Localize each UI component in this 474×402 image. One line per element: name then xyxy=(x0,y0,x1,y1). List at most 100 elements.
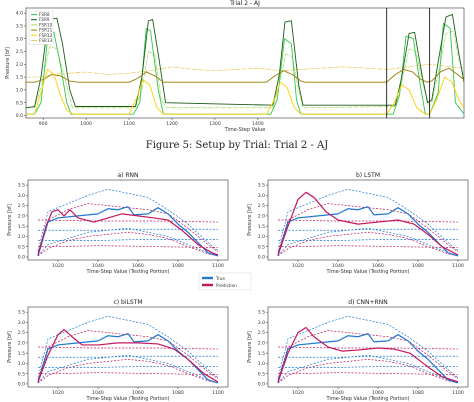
y-tick-label: 2.5 xyxy=(18,330,25,336)
x-tick-label: 1020 xyxy=(52,390,64,396)
x-tick-label: 1060 xyxy=(132,263,144,269)
x-axis-label: Time-Step Value (Testing Portion) xyxy=(326,269,410,275)
chart-title: d) CNN+RNN xyxy=(348,299,387,306)
legend-box xyxy=(28,10,54,45)
series-line-ensemble-3 xyxy=(37,354,219,384)
y-tick-label: 2.5 xyxy=(258,203,265,209)
plot-area xyxy=(277,188,459,257)
series-line-ensemble-9 xyxy=(278,372,459,376)
series-line-prediction xyxy=(37,328,219,383)
y-tick-label: 1.0 xyxy=(18,361,25,367)
series-line-ensemble-4 xyxy=(38,355,218,358)
y-tick-label: 1.0 xyxy=(18,234,25,240)
y-axis-label: Pressure [bf] xyxy=(7,204,13,236)
legend-label: FSR8 xyxy=(39,12,50,17)
y-tick-label: 0.5 xyxy=(18,244,25,250)
y-axis-label: Pressure [bf] xyxy=(5,47,11,79)
x-tick-label: 1040 xyxy=(332,390,344,396)
y-tick-label: 2.0 xyxy=(18,340,25,346)
plot-frame xyxy=(267,179,469,261)
series-line-ensemble-5 xyxy=(38,366,218,368)
y-tick-label: 1.5 xyxy=(258,351,265,357)
y-tick-label: 2.0 xyxy=(16,62,23,68)
y-tick-label: 0.5 xyxy=(18,371,25,377)
y-tick-label: 0.5 xyxy=(258,244,265,250)
plot-area xyxy=(277,315,459,384)
series-line-ensemble-9 xyxy=(38,372,219,376)
x-tick-label: 1040 xyxy=(92,263,104,269)
x-tick-label: 1400 xyxy=(252,121,264,127)
x-axis-label: Time-Step Value (Testing Portion) xyxy=(86,396,170,402)
y-tick-label: 0.0 xyxy=(258,382,265,388)
legend-label: FSR11 xyxy=(39,28,53,33)
y-tick-label: 2.0 xyxy=(258,340,265,346)
x-tick-label: 1060 xyxy=(372,263,384,269)
y-tick-label: 3.0 xyxy=(258,320,265,326)
y-tick-label: 1.5 xyxy=(18,224,25,230)
chart-panel-2: b) LSTM 0.0 0.5 1.0 1.5 2.0 2.5 3.0 3.5 1020 1040 1… xyxy=(247,172,469,275)
chart-title: c) biLSTM xyxy=(113,299,142,306)
x-tick-label: 1300 xyxy=(209,121,221,127)
plot-area xyxy=(26,13,464,115)
x-tick-label: 1080 xyxy=(412,390,424,396)
x-tick-label: 1200 xyxy=(166,121,178,127)
plot-frame xyxy=(25,7,465,119)
y-tick-label: 0.0 xyxy=(16,113,23,119)
series-line-fsr12 xyxy=(26,68,464,115)
series-line-ensemble-5 xyxy=(278,239,458,241)
series-line-ensemble-6 xyxy=(277,330,459,380)
x-tick-label: 1040 xyxy=(92,390,104,396)
x-tick-label: 1080 xyxy=(172,263,184,269)
y-tick-label: 0.0 xyxy=(18,382,25,388)
series-line-ensemble-7 xyxy=(277,358,459,384)
x-tick-label: 900 xyxy=(39,121,48,127)
y-tick-label: 3.5 xyxy=(258,183,265,189)
y-tick-label: 3.5 xyxy=(18,310,25,316)
legend-label: FSR9 xyxy=(39,17,50,22)
series-line-ensemble-9 xyxy=(38,245,219,249)
y-tick-label: 3.5 xyxy=(258,310,265,316)
series-line-ensemble-6 xyxy=(277,203,459,253)
x-axis-label: Time-Step Value xyxy=(224,127,266,133)
y-tick-label: 1.0 xyxy=(16,87,23,93)
series-line-ensemble-7 xyxy=(37,358,219,384)
plot-frame xyxy=(27,179,229,261)
chart-title: b) LSTM xyxy=(356,172,380,179)
shared-legend-label: True xyxy=(215,276,225,281)
legend-label: FSR10 xyxy=(39,22,53,27)
series-line-ensemble-4 xyxy=(278,355,458,358)
y-tick-label: 2.0 xyxy=(18,213,25,219)
y-tick-label: 2.5 xyxy=(18,203,25,209)
y-axis-label: Pressure [bf] xyxy=(247,204,253,236)
series-line-ensemble-4 xyxy=(38,228,218,231)
series-line-ensemble-5 xyxy=(278,366,458,368)
chart-title: a) RNN xyxy=(117,172,138,179)
x-tick-label: 1100 xyxy=(452,263,464,269)
series-line-ensemble-6 xyxy=(37,330,219,380)
series-line-ensemble-3 xyxy=(37,227,219,257)
chart-panel-3: c) biLSTM 0.0 0.5 1.0 1.5 2.0 2.5 3.0 3.5 1020 104… xyxy=(7,299,229,402)
y-tick-label: 0.0 xyxy=(18,255,25,261)
x-tick-label: 1020 xyxy=(292,263,304,269)
series-line-fsr10 xyxy=(26,30,464,109)
x-tick-label: 1100 xyxy=(452,390,464,396)
x-axis-label: Time-Step Value (Testing Portion) xyxy=(86,269,170,275)
x-tick-label: 1100 xyxy=(123,121,135,127)
series-line-fsr11 xyxy=(26,67,464,83)
series-line-ensemble-9 xyxy=(278,245,459,249)
series-line-ensemble-3 xyxy=(277,227,459,257)
y-tick-label: 3.0 xyxy=(16,36,23,42)
x-tick-label: 1080 xyxy=(412,263,424,269)
plot-area xyxy=(37,315,219,384)
legend-label: FSR13 xyxy=(39,38,53,43)
series-line-prediction xyxy=(277,326,459,383)
y-tick-label: 1.5 xyxy=(258,224,265,230)
series-line-ensemble-7 xyxy=(37,231,219,257)
x-tick-label: 1060 xyxy=(372,390,384,396)
shared-legend-label: Prediction xyxy=(216,283,237,288)
series-line-ensemble-3 xyxy=(277,354,459,384)
series-line-prediction xyxy=(277,191,459,256)
series-line-fsr13 xyxy=(26,63,464,78)
plot-frame xyxy=(267,306,469,388)
y-tick-label: 1.0 xyxy=(258,234,265,240)
